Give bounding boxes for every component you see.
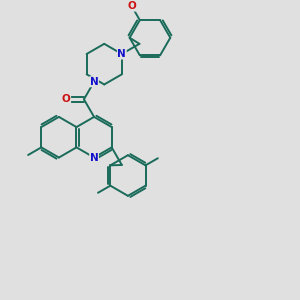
- Text: N: N: [118, 49, 126, 59]
- Text: O: O: [127, 1, 136, 11]
- Text: N: N: [90, 77, 98, 87]
- Text: O: O: [62, 94, 70, 104]
- Text: N: N: [90, 152, 98, 163]
